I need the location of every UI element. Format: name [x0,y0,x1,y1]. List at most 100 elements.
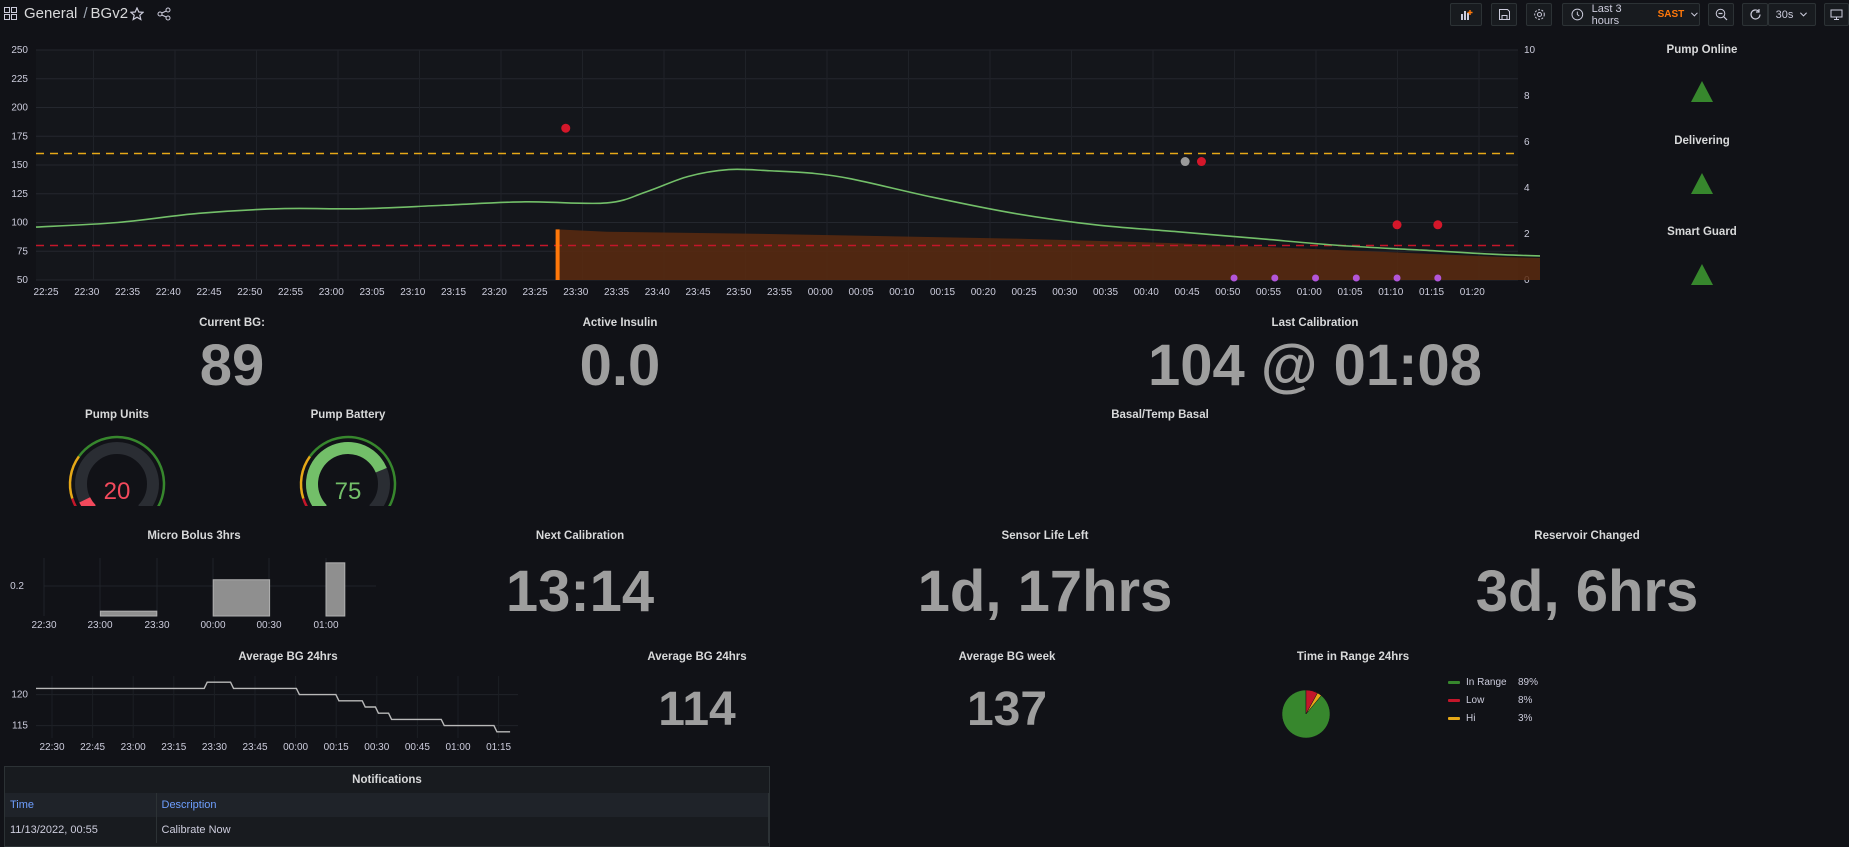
dashboard-settings-button[interactable] [1526,3,1552,26]
x-tick-label: 22:40 [156,287,181,298]
dashboards-grid-icon[interactable] [4,7,17,20]
microbolus-marker [1352,274,1360,282]
sensor-point [1180,157,1190,167]
x-tick-label: 23:30 [563,287,588,298]
x-tick-label: 00:40 [1134,287,1159,298]
table-row: 11/13/2022, 00:55 Calibrate Now [5,817,769,843]
column-header-description[interactable]: Description [156,793,769,817]
refresh-interval-label: 30s [1775,8,1794,21]
x-tick-label: 00:50 [1215,287,1240,298]
x-tick-label: 23:30 [144,620,169,631]
avg-bg-24-chart[interactable]: 120 115 22:30 22:45 23:00 23:15 23:30 23:45 00:0… [0,672,530,757]
bolus-bar [555,229,560,280]
calibration-point [1433,220,1443,230]
x-tick-label: 23:10 [400,287,425,298]
x-tick-label: 00:45 [405,742,430,753]
y-right-tick-label: 10 [1524,45,1536,56]
x-tick-label: 22:45 [80,742,105,753]
refresh-interval-picker[interactable]: 30s [1768,3,1816,26]
legend-item[interactable]: Low 8% [1448,695,1532,706]
avg-bg-24-value: 114 [658,683,736,736]
x-tick-label: 22:55 [278,287,303,298]
sensor-life-title: Sensor Life Left [1001,530,1089,542]
x-tick-label: 22:30 [31,620,56,631]
x-tick-label: 22:30 [74,287,99,298]
next-calibration-title: Next Calibration [535,530,625,542]
star-icon[interactable] [130,7,144,21]
y-left-tick-label: 150 [11,160,28,171]
chevron-down-icon [1691,12,1699,17]
reservoir-changed-value: 3d, 6hrs [1475,559,1699,624]
share-icon[interactable] [157,7,171,21]
x-tick-label: 22:45 [196,287,221,298]
time-range-picker[interactable]: Last 3 hours SAST [1562,3,1700,27]
x-tick-label: 23:20 [482,287,507,298]
next-calibration-value: 13:14 [505,559,655,624]
legend-item[interactable]: Hi 3% [1448,713,1532,724]
legend-swatch [1448,699,1460,702]
pump-online-up-arrow-icon [1691,81,1713,102]
gauge-value-arc [79,496,96,506]
x-tick-label: 23:00 [121,742,146,753]
pie-slice [1281,689,1331,739]
breadcrumb-dashboard[interactable]: BGv2 [90,5,129,22]
y-left-tick-label: 200 [11,103,28,114]
active-insulin-value: 0.0 [579,333,661,398]
x-tick-label: 23:45 [242,742,267,753]
y-left-tick-label: 75 [17,246,29,257]
gauge-track [75,442,159,506]
gauge-threshold-yellow [68,455,81,499]
table-header-row: Time Description [5,793,769,817]
breadcrumb-folder[interactable]: General [24,5,78,22]
legend-value: 8% [1518,695,1533,706]
gauge-threshold-green [77,435,166,506]
zoom-out-button[interactable] [1708,3,1734,26]
active-insulin-title: Active Insulin [582,317,658,329]
save-icon [1498,9,1510,20]
last-calibration-title: Last Calibration [1271,317,1359,329]
y-left-tick-label: 175 [11,131,28,142]
y-left-tick-label: 50 [17,275,29,286]
bg-main-chart[interactable]: 250 225 200 175 150 125 100 75 50 10 8 6 4 2 0 22:25 22:… [0,36,1540,306]
notification-time: 11/13/2022, 00:55 [5,817,157,843]
microbolus-marker [1312,274,1320,282]
tv-mode-button[interactable] [1824,3,1849,26]
legend-label: Hi [1466,713,1476,724]
x-tick-label: 00:30 [1052,287,1077,298]
x-tick-label: 23:40 [645,287,670,298]
micro-bolus-bar [212,579,271,617]
legend-item[interactable]: In Range 89% [1448,677,1538,688]
gauge-threshold-red [302,498,308,506]
x-tick-label: 23:30 [202,742,227,753]
x-tick-label: 22:25 [33,287,58,298]
x-tick-label: 00:00 [808,287,833,298]
pump-units-title: Pump Units [85,409,149,421]
avg-bg-line [36,681,511,733]
notifications-table: Time Description 11/13/2022, 00:55 Calib… [5,793,769,843]
micro-bolus-title: Micro Bolus 3hrs [147,530,241,542]
save-dashboard-button[interactable] [1491,3,1517,26]
notification-description: Calibrate Now [156,817,769,843]
clock-icon [1571,8,1584,21]
legend-value: 3% [1518,713,1533,724]
refresh-button[interactable] [1742,3,1768,26]
x-tick-label: 22:50 [237,287,262,298]
x-tick-label: 23:25 [522,287,547,298]
y-left-tick-label: 125 [11,189,28,200]
legend-label: In Range [1466,677,1507,688]
column-header-time[interactable]: Time [5,793,157,817]
add-panel-button[interactable] [1450,3,1482,26]
legend-swatch [1448,717,1460,720]
y-right-tick-label: 8 [1524,91,1530,102]
micro-bolus-chart[interactable]: 22:30 23:00 23:30 00:00 00:30 01:00 0.2 [0,556,380,634]
avg-bg-24-title: Average BG 24hrs [647,651,747,663]
time-in-range-legend: In Range 89% Low 8% Hi 3% [1448,677,1558,727]
gauge-value-arc [306,442,387,506]
x-tick-label: 22:35 [115,287,140,298]
time-in-range-pie[interactable] [1280,688,1332,740]
gauge-threshold-yellow [299,455,312,499]
pump-battery-value: 75 [334,478,362,505]
legend-swatch [1448,681,1460,684]
x-tick-label: 00:25 [1011,287,1036,298]
y-tick-label: 0.2 [10,581,24,592]
